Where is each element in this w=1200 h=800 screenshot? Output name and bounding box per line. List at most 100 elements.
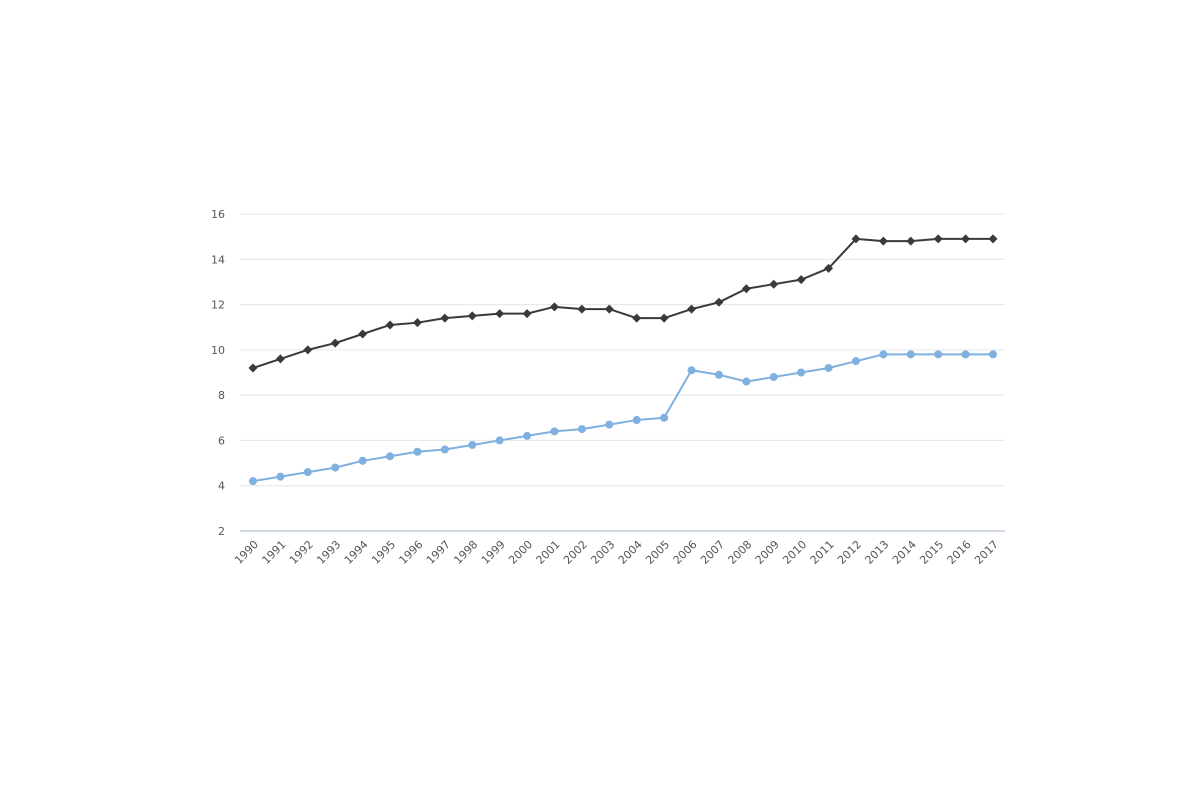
data-point xyxy=(412,318,422,328)
y-tick-label: 14 xyxy=(211,253,225,266)
axis-layer: 2 4 6 8 10 12 14 16 1990199119921993199419951996… xyxy=(211,208,1005,567)
data-point xyxy=(687,366,696,375)
series-layer xyxy=(248,234,998,486)
y-tick-label: 16 xyxy=(211,208,225,221)
data-point xyxy=(906,236,916,246)
data-point xyxy=(495,436,504,445)
x-tick-label: 2011 xyxy=(808,538,837,567)
data-point xyxy=(714,297,724,307)
data-point xyxy=(303,345,313,355)
x-tick-label: 1996 xyxy=(397,538,426,567)
data-point xyxy=(878,236,888,246)
x-tick-label: 2000 xyxy=(506,538,535,567)
data-point xyxy=(824,363,833,372)
data-point xyxy=(330,338,340,348)
x-tick-label: 2004 xyxy=(616,538,645,567)
x-tick-label: 2009 xyxy=(753,538,782,567)
data-point xyxy=(605,420,614,429)
x-tick-label: 2017 xyxy=(972,538,1001,567)
x-tick-label: 1992 xyxy=(287,538,316,567)
grid-layer xyxy=(240,213,1005,487)
x-tick-label: 2006 xyxy=(671,538,700,567)
y-tick-label: 6 xyxy=(218,434,225,447)
data-point xyxy=(495,309,505,319)
series-line xyxy=(252,237,993,369)
x-tick-label: 2015 xyxy=(917,538,946,567)
x-tick-label: 2001 xyxy=(534,538,563,567)
x-tick-label: 2007 xyxy=(698,538,727,567)
x-tick-label: 2002 xyxy=(561,538,590,567)
data-point xyxy=(961,350,970,359)
data-point xyxy=(714,370,723,379)
data-point xyxy=(632,416,641,425)
data-point xyxy=(467,311,477,321)
x-tick-label: 1991 xyxy=(260,538,289,567)
data-point xyxy=(906,350,915,359)
data-point xyxy=(851,357,860,366)
series-1 xyxy=(248,234,998,373)
data-point xyxy=(577,425,586,434)
data-point xyxy=(331,463,340,472)
data-point xyxy=(249,477,257,486)
data-point xyxy=(522,309,532,319)
data-point xyxy=(550,427,559,436)
data-point xyxy=(879,350,888,359)
x-tick-label: 1990 xyxy=(232,538,261,567)
data-point xyxy=(659,313,669,323)
x-tick-label: 2003 xyxy=(588,538,617,567)
data-point xyxy=(796,275,806,285)
data-point xyxy=(386,452,395,461)
data-point xyxy=(276,472,285,481)
data-point xyxy=(468,440,477,449)
data-point xyxy=(385,320,395,330)
data-point xyxy=(989,350,997,359)
x-tick-label: 1997 xyxy=(424,538,453,567)
data-point xyxy=(824,263,834,273)
data-point xyxy=(934,350,943,359)
x-tick-label: 1999 xyxy=(479,538,508,567)
x-tick-label: 1993 xyxy=(314,538,343,567)
x-tick-label: 2013 xyxy=(863,538,892,567)
data-point xyxy=(687,304,697,314)
series-line xyxy=(252,353,993,483)
data-point xyxy=(440,313,450,323)
y-tick-label: 8 xyxy=(218,389,225,402)
data-point xyxy=(248,363,258,373)
data-point xyxy=(742,377,751,386)
series-2 xyxy=(249,350,997,486)
data-point xyxy=(358,456,367,465)
data-point xyxy=(769,279,779,289)
data-point xyxy=(769,373,778,382)
data-point xyxy=(851,234,861,244)
data-point xyxy=(660,413,669,422)
y-tick-label: 10 xyxy=(211,344,225,357)
y-tick-label: 2 xyxy=(218,525,225,538)
x-tick-label: 2014 xyxy=(890,538,919,567)
data-point xyxy=(604,304,614,314)
x-tick-label: 2005 xyxy=(643,538,672,567)
data-point xyxy=(440,445,449,454)
data-point xyxy=(275,354,285,364)
data-point xyxy=(988,234,998,244)
data-point xyxy=(303,468,312,477)
data-point xyxy=(577,304,587,314)
data-point xyxy=(549,302,559,312)
x-tick-label: 1994 xyxy=(342,538,371,567)
data-point xyxy=(358,329,368,339)
data-point xyxy=(632,313,642,323)
x-tick-label: 2008 xyxy=(725,538,754,567)
data-point xyxy=(413,447,422,456)
data-point xyxy=(741,284,751,294)
data-point xyxy=(523,431,532,440)
data-point xyxy=(961,234,971,244)
y-tick-label: 12 xyxy=(211,299,225,312)
data-point xyxy=(797,368,806,377)
x-tick-label: 2010 xyxy=(780,538,809,567)
y-tick-label: 4 xyxy=(218,480,225,493)
x-tick-label: 1995 xyxy=(369,538,398,567)
x-tick-label: 1998 xyxy=(451,538,480,567)
x-tick-label: 2016 xyxy=(945,538,974,567)
x-tick-label: 2012 xyxy=(835,538,864,567)
